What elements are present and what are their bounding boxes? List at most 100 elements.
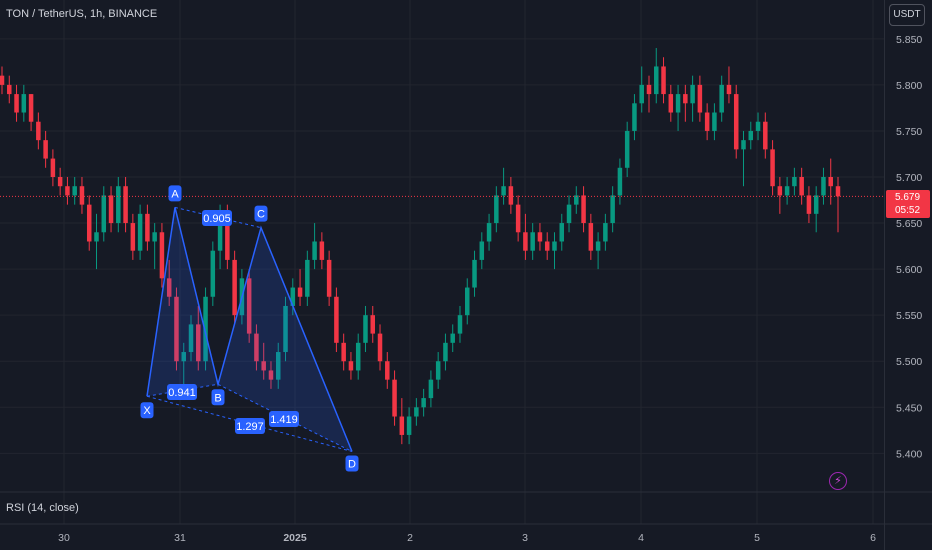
candle-body [697,84,703,113]
time-tick-label: 4 [638,532,644,544]
price-tick-label: 5.700 [896,172,922,184]
candle-body [406,416,412,435]
pattern-point-d: D [348,459,356,471]
candle-body [334,296,339,343]
candle-body [726,84,732,95]
candle-body [494,195,499,224]
time-tick-label: 30 [58,532,70,544]
candle-body [101,195,107,233]
candle-body [28,94,34,122]
candle-body [654,66,659,95]
pattern-point-d-bg [345,455,359,472]
candle-body [108,195,114,224]
candle-body [479,241,485,260]
price-tick-label: 5.750 [896,126,922,138]
candle-body [443,342,448,362]
pattern-ratio-label: 1.297 [236,421,264,433]
candle-body [43,140,48,159]
candlestick-series [0,48,884,445]
time-tick-label: 3 [522,532,528,544]
candle-body [588,223,594,251]
candle-body [530,232,535,251]
candle-body [21,94,27,113]
pattern-point-b-bg [211,389,225,406]
candle-body [704,112,710,131]
candle-body [595,241,601,251]
candle-body [574,195,579,205]
candle-body [116,186,121,224]
candle-body [210,250,216,297]
candle-body [668,94,674,113]
pattern-point-a-bg [168,185,182,202]
time-tick-label: 5 [754,532,760,544]
price-tick-label: 5.400 [896,448,922,460]
price-tick-label: 5.450 [896,402,922,414]
candle-body [792,177,797,187]
candle-body [72,186,77,196]
candle-body [399,416,405,435]
candle-body [610,195,615,224]
candle-body [603,223,608,242]
candle-body [36,121,41,141]
candle-body [435,361,441,380]
candle-body [290,287,296,306]
candle-body [166,278,172,297]
pattern-point-x: X [143,405,151,417]
candle-body [784,186,790,196]
candle-body [508,186,514,205]
candle-body [7,84,12,95]
candle-body [377,333,383,362]
candle-body [828,177,833,187]
candle-body [544,241,550,251]
currency-button[interactable]: USDT [889,4,925,26]
candle-body [566,204,572,224]
candle-body [523,232,528,251]
candle-body [755,121,761,131]
candle-body [712,112,717,131]
candle-body [632,103,637,131]
pattern-triangle-xab [147,207,218,397]
pattern-ratio-label-bg [269,411,299,427]
candle-body [123,186,128,224]
time-tick-label: 31 [174,532,186,544]
candle-body [414,407,419,417]
rsi-indicator-label[interactable]: RSI (14, close) [6,502,79,514]
candle-body [770,149,775,187]
candle-body [428,379,434,399]
candle-body [312,241,317,260]
last-price-value: 5.679 [895,192,921,203]
candle-body [421,398,426,408]
candle-body [552,241,557,251]
pattern-ratio-label-bg [235,418,265,434]
xabcd-pattern[interactable]: X A B C D 0.905 0.941 1.297 1.419 [140,185,359,472]
price-tick-label: 5.600 [896,264,922,276]
candle-body [79,186,85,205]
ratio-line-xd [146,395,353,453]
candle-body [225,213,230,260]
candle-body [675,94,681,113]
pattern-ratio-label-bg [202,210,232,226]
candle-body [305,259,310,297]
pattern-ratio-label: 0.941 [168,387,196,399]
candle-body [719,84,724,113]
candle-body [661,66,666,95]
candle-body [203,296,208,362]
candle-body [799,177,804,196]
price-tick-label: 5.500 [896,356,922,368]
candle-body [355,342,361,371]
pattern-point-x-bg [140,402,154,419]
candle-body [283,305,288,353]
candle-body [501,186,506,196]
candle-body [137,213,143,251]
last-price-label: 5.679 05:52 [886,190,930,218]
candle-body [145,213,150,242]
candle-body [65,186,70,196]
time-tick-label: 6 [870,532,876,544]
pattern-ratio-label: 0.905 [203,213,231,225]
candle-body [806,195,812,214]
candle-body [835,186,841,197]
lightning-bolt-icon[interactable]: ⚡ [829,472,847,490]
candle-body [385,361,390,380]
candle-body [370,315,376,334]
